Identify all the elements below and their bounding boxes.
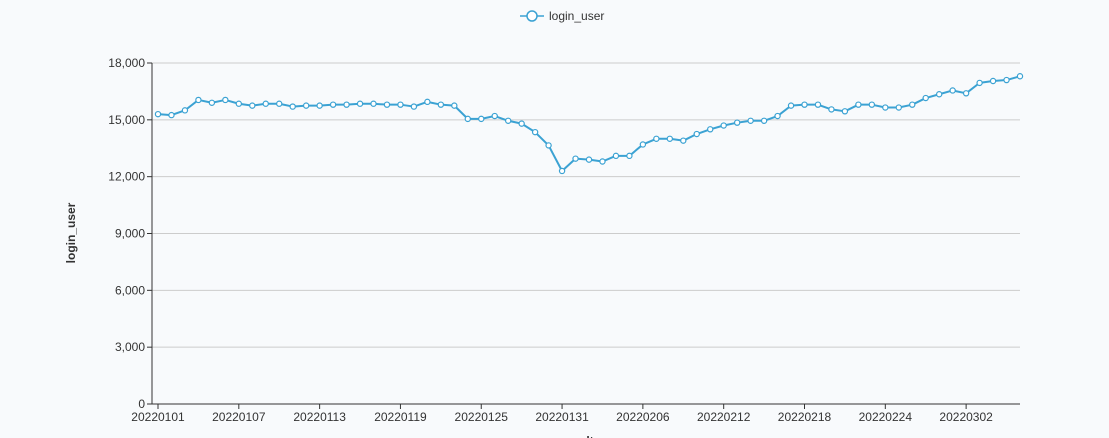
x-tick-label: 20220125 <box>455 410 509 424</box>
y-tick-label: 3,000 <box>115 340 145 354</box>
legend-circle-icon <box>526 10 538 22</box>
data-point[interactable] <box>666 135 674 142</box>
data-point[interactable] <box>558 167 566 175</box>
data-point[interactable] <box>612 152 620 160</box>
data-point[interactable] <box>154 110 162 118</box>
data-point[interactable] <box>329 101 337 108</box>
x-tick-label: 20220107 <box>212 410 266 424</box>
data-point[interactable] <box>909 101 916 108</box>
y-tick-label: 9,000 <box>115 227 145 241</box>
x-tick-label: 20220131 <box>535 410 589 424</box>
data-point[interactable] <box>801 101 808 108</box>
grid <box>152 62 1020 348</box>
data-point[interactable] <box>168 111 175 119</box>
data-point[interactable] <box>814 101 822 108</box>
data-point[interactable] <box>895 104 902 111</box>
data-point[interactable] <box>383 101 391 108</box>
x-axis: 20220101 20220107 20220113 20220119 20220125… <box>131 63 1020 424</box>
data-point[interactable] <box>356 100 364 107</box>
data-point[interactable] <box>302 102 310 109</box>
data-point[interactable] <box>491 112 498 120</box>
x-tick-label: 20220212 <box>697 410 751 424</box>
data-point[interactable] <box>464 115 471 123</box>
data-point[interactable] <box>935 91 943 98</box>
data-point[interactable] <box>720 122 727 129</box>
x-tick-label: 20220101 <box>131 410 185 424</box>
x-tick-label: 20220113 <box>293 410 346 424</box>
data-point[interactable] <box>410 103 418 110</box>
data-point[interactable] <box>222 96 229 104</box>
data-point[interactable] <box>397 101 404 108</box>
data-point[interactable] <box>626 152 633 160</box>
y-tick-label: 15,000 <box>108 113 145 127</box>
data-point[interactable] <box>680 137 687 144</box>
data-point[interactable] <box>316 102 323 109</box>
legend-label: login_user <box>549 9 604 23</box>
data-point[interactable] <box>370 100 377 107</box>
data-point[interactable] <box>572 155 579 162</box>
data-point[interactable] <box>1016 73 1024 80</box>
data-point[interactable] <box>882 104 889 111</box>
x-tick-label: 20220224 <box>859 410 913 424</box>
data-point[interactable] <box>531 128 539 136</box>
data-point[interactable] <box>693 130 700 138</box>
data-point[interactable] <box>208 99 216 106</box>
series-layer <box>154 73 1024 175</box>
data-point[interactable] <box>343 101 350 108</box>
data-point[interactable] <box>1003 76 1010 84</box>
data-point[interactable] <box>437 101 445 108</box>
y-tick-label: 6,000 <box>115 283 145 297</box>
data-point[interactable] <box>855 101 862 108</box>
data-point[interactable] <box>276 100 283 107</box>
data-point[interactable] <box>653 135 660 142</box>
data-point[interactable] <box>235 100 243 107</box>
data-point[interactable] <box>262 100 269 107</box>
y-axis-title: login_user <box>64 202 78 263</box>
y-tick-label: 12,000 <box>108 170 145 184</box>
data-point[interactable] <box>976 79 983 87</box>
data-point[interactable] <box>989 77 997 85</box>
data-point[interactable] <box>518 120 525 127</box>
data-point[interactable] <box>962 90 970 97</box>
y-tick-label: 18,000 <box>108 56 145 70</box>
legend[interactable]: login_user <box>520 9 604 23</box>
data-point[interactable] <box>478 115 485 123</box>
data-point[interactable] <box>639 141 647 148</box>
data-point[interactable] <box>289 103 296 110</box>
x-tick-label: 20220302 <box>939 410 993 424</box>
y-axis-ticks: 0 3,000 6,000 9,000 12,000 15,000 18,000 <box>108 56 152 411</box>
data-point[interactable] <box>195 96 202 104</box>
data-point[interactable] <box>787 102 795 109</box>
data-point[interactable] <box>828 106 835 113</box>
data-point[interactable] <box>707 126 714 133</box>
data-point[interactable] <box>424 98 431 106</box>
data-point[interactable] <box>760 117 768 124</box>
data-point[interactable] <box>949 87 956 94</box>
data-point[interactable] <box>747 117 754 124</box>
y-tick-label: 0 <box>138 397 145 411</box>
data-point[interactable] <box>922 94 929 102</box>
data-point[interactable] <box>181 107 189 114</box>
data-point[interactable] <box>733 119 741 126</box>
x-tick-label: 20220119 <box>374 410 427 424</box>
data-point[interactable] <box>585 156 593 163</box>
x-axis-title: dt <box>582 434 593 438</box>
data-point[interactable] <box>545 142 552 149</box>
data-point[interactable] <box>868 101 876 108</box>
data-point[interactable] <box>504 117 512 124</box>
data-point[interactable] <box>599 158 606 165</box>
data-point[interactable] <box>774 112 781 120</box>
data-point[interactable] <box>841 108 849 115</box>
data-point[interactable] <box>249 102 256 109</box>
data-point[interactable] <box>451 102 458 109</box>
x-tick-label: 20220218 <box>778 410 832 424</box>
x-tick-label: 20220206 <box>616 410 670 424</box>
